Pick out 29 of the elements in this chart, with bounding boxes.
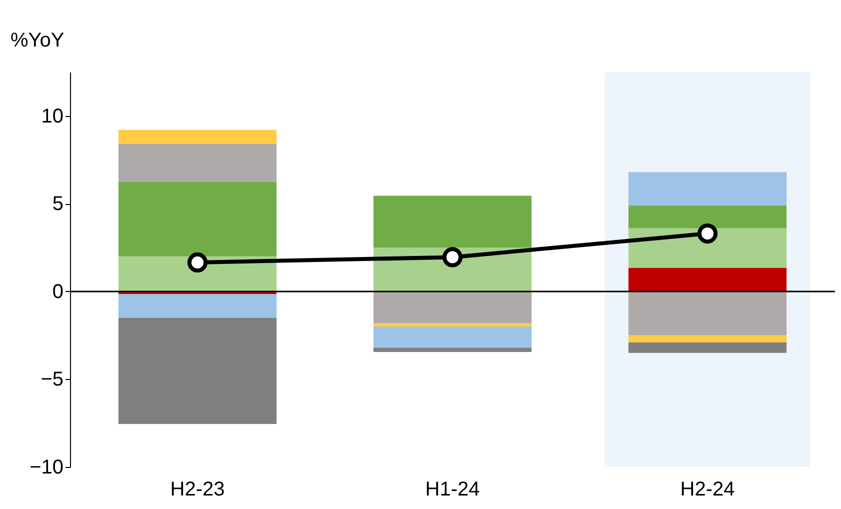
point — [442, 247, 463, 268]
y-axis-title: %YoY — [10, 30, 64, 52]
bar — [118, 294, 277, 318]
bar — [373, 291, 532, 324]
x-tick-label: H2-24 — [680, 478, 735, 500]
bar — [628, 335, 787, 342]
bar — [373, 326, 532, 348]
bar — [628, 291, 787, 336]
bar — [118, 144, 277, 182]
x-tick-label: H1-24 — [425, 478, 480, 500]
bar — [373, 196, 532, 248]
bar — [628, 228, 787, 268]
x-tick-label: H2-23 — [170, 478, 225, 500]
y-tick-label: 5 — [52, 193, 64, 216]
y-tick-label: −10 — [30, 456, 64, 478]
bar — [118, 318, 277, 424]
bar — [118, 130, 277, 144]
bar — [628, 172, 787, 206]
y-tick-label: −5 — [40, 368, 64, 391]
y-tick-label: 10 — [41, 105, 64, 128]
bar — [118, 182, 277, 256]
y-tick-label: 0 — [52, 280, 64, 303]
bar — [628, 342, 787, 353]
bar — [373, 323, 532, 327]
point — [187, 252, 208, 273]
bar — [628, 268, 787, 292]
bar — [628, 205, 787, 228]
point — [697, 223, 718, 244]
bar — [373, 348, 532, 352]
